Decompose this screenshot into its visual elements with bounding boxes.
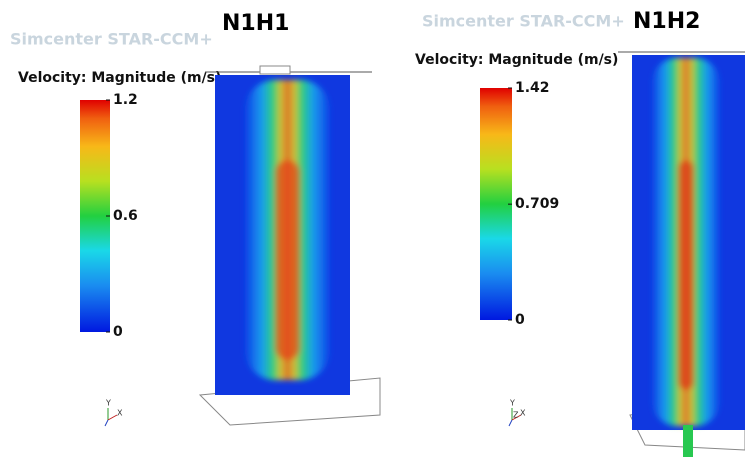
tick-label: 0.709 [515, 196, 559, 212]
axis-label: X [520, 409, 526, 418]
tick-label: 0.6 [113, 208, 138, 224]
jet [245, 80, 330, 380]
axis-label: X [117, 409, 123, 418]
axis-label: Z [513, 411, 519, 420]
tick-label: 0 [515, 312, 525, 328]
legend-title: Velocity: Magnitude (m/s) [415, 52, 618, 68]
colorbar [480, 88, 512, 320]
software-label: Simcenter STAR-CCM+ [10, 30, 213, 49]
tick-label: 0 [113, 324, 123, 340]
axis [105, 420, 108, 426]
panel: Simcenter STAR-CCM+ N1H1 Velocity: Magni… [10, 11, 380, 426]
colorbar-ticks: 0 0.6 1.2 [106, 92, 138, 340]
screenshot: Simcenter STAR-CCM+ N1H1 Velocity: Magni… [0, 0, 745, 457]
panel-title: N1H1 [222, 11, 289, 36]
axis [108, 415, 117, 420]
axis-label: Y [105, 399, 111, 408]
software-label: Simcenter STAR-CCM+ [422, 12, 625, 31]
tick-label: 1.2 [113, 92, 138, 108]
axis-label: Y [509, 399, 515, 408]
outlet-pipe [683, 425, 693, 457]
panel-title: N1H2 [633, 9, 700, 34]
colorbar [80, 100, 110, 332]
colorbar-ticks: 0 0.709 1.42 [508, 80, 559, 328]
axis [509, 420, 512, 426]
jet [652, 58, 720, 426]
panel: Simcenter STAR-CCM+ N1H2 Velocity: Magni… [415, 9, 745, 457]
tick-label: 1.42 [515, 80, 550, 96]
legend-title: Velocity: Magnitude (m/s) [18, 70, 221, 86]
axis-triad: YX [105, 399, 123, 427]
inlet [260, 66, 290, 74]
